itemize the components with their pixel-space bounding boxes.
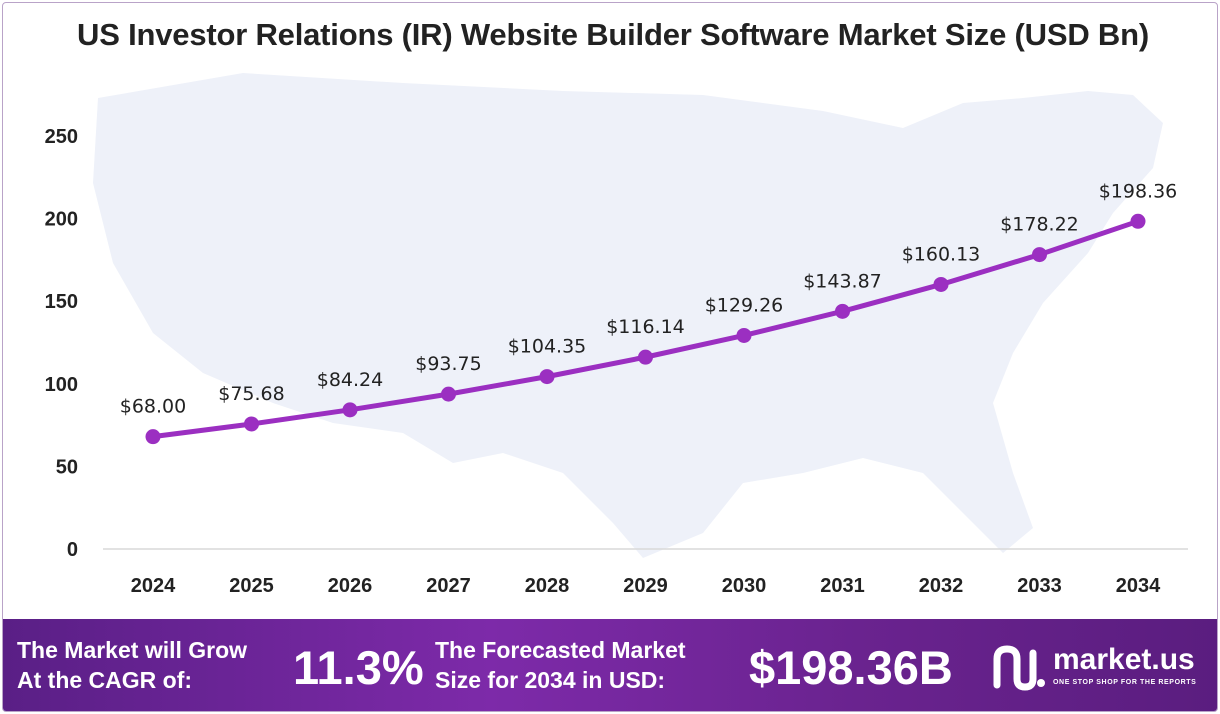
y-tick-label: 250 <box>45 126 78 148</box>
data-point <box>835 303 850 319</box>
data-label: $68.00 <box>120 396 186 418</box>
y-tick-label: 50 <box>56 456 78 478</box>
x-tick-label: 2031 <box>820 575 865 597</box>
data-label: $104.35 <box>508 336 587 358</box>
series-markers <box>145 213 1146 445</box>
x-tick-label: 2028 <box>525 575 570 597</box>
data-label: $129.26 <box>705 294 784 316</box>
data-point <box>638 349 653 365</box>
x-tick-label: 2034 <box>1116 575 1161 597</box>
forecast-value: $198.36B <box>749 641 953 694</box>
market-us-logo-icon <box>993 645 1045 691</box>
y-tick-label: 100 <box>45 374 78 396</box>
cagr-label-line2: At the CAGR of: <box>17 667 193 693</box>
data-label: $143.87 <box>803 270 882 292</box>
data-label: $198.36 <box>1099 180 1178 202</box>
footer-banner: The Market will Grow At the CAGR of: 11.… <box>3 619 1217 711</box>
x-tick-label: 2033 <box>1017 575 1062 597</box>
data-label: $75.68 <box>218 383 284 405</box>
data-point <box>244 416 259 432</box>
y-tick-label: 150 <box>45 291 78 313</box>
data-label: $93.75 <box>415 353 481 375</box>
forecast-label-line2: Size for 2034 in USD: <box>435 667 666 693</box>
brand-tagline: ONE STOP SHOP FOR THE REPORTS <box>1053 679 1197 686</box>
brand-name: market.us <box>1053 643 1195 676</box>
data-label: $160.13 <box>902 243 981 265</box>
data-point <box>342 402 358 418</box>
data-label: $178.22 <box>1000 214 1079 236</box>
x-tick-label: 2029 <box>623 575 668 597</box>
x-tick-label: 2026 <box>328 575 373 597</box>
data-point <box>1032 247 1047 263</box>
data-label: $84.24 <box>317 369 383 391</box>
x-axis-ticks: 2024 2025 2026 2027 2028 2029 2030 2031 2032 2033… <box>131 575 1161 597</box>
y-tick-label: 0 <box>67 539 78 561</box>
data-labels: $68.00 $75.68 $84.24 $93.75 $104.35 $116.14 $1… <box>120 180 1178 417</box>
forecast-label-line1: The Forecasted Market <box>435 637 686 663</box>
cagr-label-line1: The Market will Grow <box>17 637 248 663</box>
data-label: $116.14 <box>606 316 685 338</box>
data-point <box>1130 213 1146 229</box>
data-point <box>933 276 949 292</box>
x-tick-label: 2025 <box>229 575 274 597</box>
chart-title: US Investor Relations (IR) Website Build… <box>77 17 1149 52</box>
cagr-value: 11.3% <box>293 641 424 694</box>
data-point <box>539 369 555 385</box>
x-tick-label: 2032 <box>919 575 964 597</box>
data-point <box>441 386 456 402</box>
data-point <box>145 429 161 445</box>
data-point <box>736 327 752 343</box>
y-tick-label: 200 <box>45 209 78 231</box>
line-chart: 0 50 100 150 200 250 2024 2025 2026 2027 2028 2029… <box>45 73 1188 597</box>
x-tick-label: 2030 <box>722 575 767 597</box>
x-tick-label: 2027 <box>426 575 471 597</box>
x-tick-label: 2024 <box>131 575 176 597</box>
y-axis-ticks: 0 50 100 150 200 250 <box>45 126 78 561</box>
us-map-silhouette <box>93 73 1163 558</box>
